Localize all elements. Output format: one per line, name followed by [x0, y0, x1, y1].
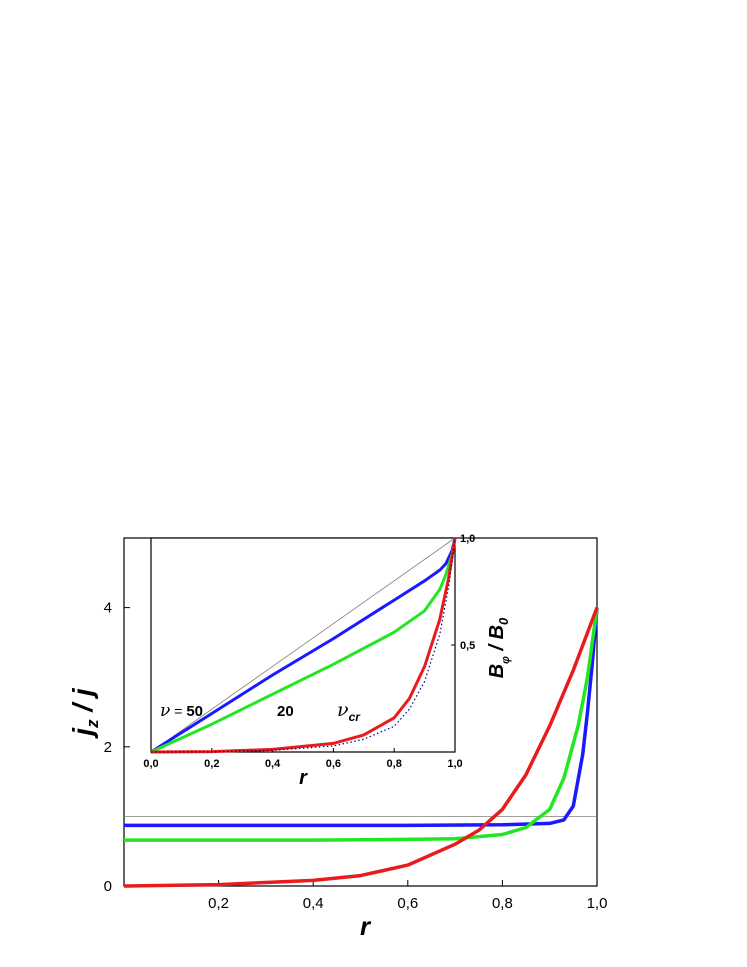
- inset-series-line-4: [150, 537, 456, 753]
- inset-series-line-0: [150, 537, 456, 753]
- inset-series-line-2: [150, 537, 457, 754]
- annotation-nu-cr: νcr: [337, 699, 361, 724]
- main-series-line-2: [123, 606, 599, 888]
- main-y-tick-label: 0: [104, 878, 112, 895]
- inset-x-tick-label: 1,0: [447, 758, 462, 770]
- main-x-tick-label: 1,0: [587, 895, 608, 912]
- main-x-tick-label: 0,4: [303, 895, 324, 912]
- inset-series-group: [150, 537, 457, 754]
- main-series-group: [123, 606, 599, 888]
- main-y-axis-title: jz / j: [67, 687, 102, 740]
- inset-y-axis-title: Bφ / B0: [486, 617, 512, 678]
- inset-y-tick-label: 1,0: [460, 533, 475, 545]
- main-x-tick-label: 0,6: [397, 895, 418, 912]
- inset-x-axis-title: r: [299, 767, 308, 789]
- inset-x-tick-label: 0,0: [143, 758, 158, 770]
- main-y-tick-label: 4: [104, 600, 112, 617]
- main-axis-ticks: 0,2 0,4 0,6 0,8 1,0 0 2 4: [104, 600, 608, 912]
- main-series-line-0: [124, 607, 599, 828]
- inset-x-tick-label: 0,6: [326, 758, 341, 770]
- main-x-tick-label: 0,2: [208, 895, 229, 912]
- main-y-tick-label: 2: [104, 739, 112, 756]
- inset-y-tick-label: 0,5: [460, 640, 475, 652]
- main-x-tick-label: 0,8: [492, 895, 513, 912]
- inset-axis-ticks: 0,0 0,2 0,4 0,6 0,8 1,0 0,5 1,0: [143, 533, 475, 770]
- annotation-20: 20: [277, 703, 294, 720]
- annotation-nu-50: ν = 50: [160, 701, 203, 721]
- main-x-axis-title: r: [360, 911, 372, 941]
- main-series-line-1: [124, 607, 599, 842]
- inset-x-tick-label: 0,8: [387, 758, 402, 770]
- inset-series-line-1: [150, 537, 457, 754]
- inset-series-line-3: [150, 537, 457, 754]
- inset-x-tick-label: 0,2: [204, 758, 219, 770]
- inset-x-tick-label: 0,4: [265, 758, 281, 770]
